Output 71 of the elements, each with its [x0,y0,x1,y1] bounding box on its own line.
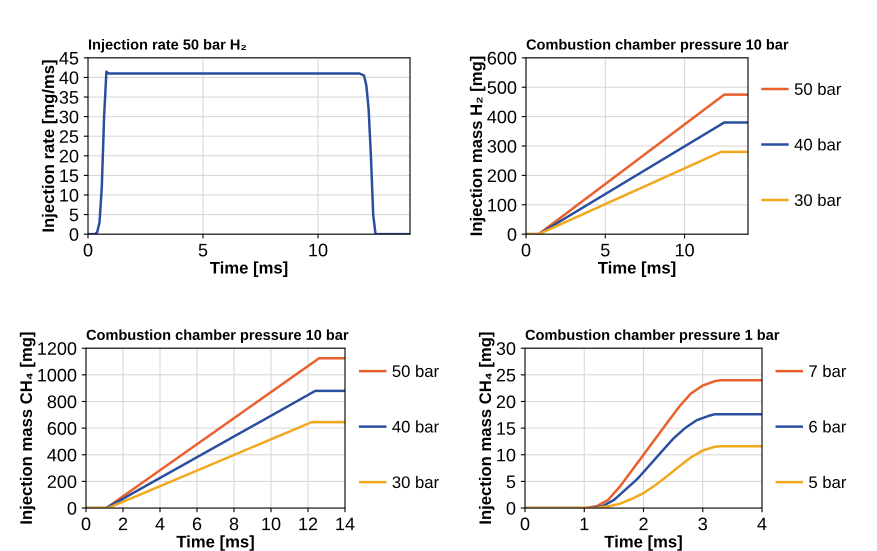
legend-label: 50 bar [794,82,842,95]
x-axis-title: Time [ms] [604,535,682,551]
x-tick-label: 2 [118,518,128,530]
y-tick-label: 5 [506,476,516,488]
x-tick-label: 10 [309,244,328,256]
y-tick-label: 20 [60,150,78,163]
y-tick-label: 300 [488,140,516,153]
x-tick-label: 2 [639,518,648,530]
y-tick-label: 800 [48,395,76,408]
y-tick-label: 0 [508,228,516,241]
y-tick-label: 200 [48,475,76,488]
y-axis-title: Injection mass CH₄ [mg] [20,332,36,524]
x-axis-title: Time [ms] [176,535,254,551]
x-tick-label: 10 [676,244,694,256]
y-tick-label: 600 [48,422,76,435]
x-tick-label: 12 [299,518,318,530]
y-tick-label: 15 [60,170,78,182]
y-tick-label: 10 [497,448,516,462]
x-tick-label: 5 [198,244,208,256]
legend-label: 30 bar [794,194,842,206]
legend-label: 50 bar [392,364,439,378]
x-tick-label: 6 [192,518,202,530]
y-tick-label: 30 [496,342,516,355]
x-tick-label: 1 [580,518,588,530]
x-tick-label: 4 [757,518,766,530]
x-tick-label: 4 [155,518,164,530]
y-tick-label: 20 [496,395,516,408]
y-tick-label: 500 [488,81,516,94]
y-tick-label: 0 [70,228,78,241]
x-axis-title: Time [ms] [598,261,676,277]
y-tick-label: 45 [59,52,78,65]
legend-label: 40 bar [392,420,439,433]
x-tick-label: 5 [600,244,610,256]
y-tick-label: 400 [487,110,516,124]
y-tick-label: 25 [60,130,78,143]
legend-label: 30 bar [392,476,439,488]
x-tick-label: 0 [522,244,530,256]
y-axis-title: Injection mass H₂ [mg] [470,56,486,236]
chart-title: Combustion chamber pressure 10 bar [86,329,348,343]
x-tick-label: 0 [82,518,90,530]
y-tick-label: 5 [70,208,78,222]
y-axis-title: Injection rate [mg/ms] [42,60,58,232]
y-tick-label: 200 [488,169,516,182]
y-tick-label: 100 [488,198,516,212]
legend-label: 6 bar [809,420,846,433]
y-tick-label: 0 [506,502,516,515]
y-tick-label: 10 [60,188,78,202]
y-tick-label: 40 [59,71,78,84]
y-tick-label: 0 [68,502,76,515]
chart-title: Combustion chamber pressure 10 bar [526,38,788,53]
y-tick-label: 35 [60,90,78,104]
x-tick-label: 0 [84,244,92,256]
legend-label: 7 bar [809,364,846,378]
legend-label: 5 bar [809,476,846,488]
y-tick-label: 1200 [38,342,76,355]
chart-title: Injection rate 50 bar H₂ [88,38,246,53]
x-axis-title: Time [ms] [210,261,288,277]
y-tick-label: 25 [496,368,516,382]
x-tick-label: 0 [520,518,530,530]
y-tick-label: 1000 [38,368,76,382]
y-tick-label: 30 [60,110,78,124]
y-axis-title: Injection mass CH₄ [mg] [478,332,494,524]
y-tick-label: 15 [497,422,516,435]
x-tick-label: 14 [336,518,355,530]
x-tick-label: 10 [262,518,280,530]
legend-label: 40 bar [794,138,842,150]
y-tick-label: 600 [488,52,516,65]
chart-title: Combustion chamber pressure 1 bar [526,329,780,343]
x-tick-label: 8 [230,518,238,530]
y-tick-label: 400 [47,448,76,462]
x-tick-label: 3 [698,518,707,530]
